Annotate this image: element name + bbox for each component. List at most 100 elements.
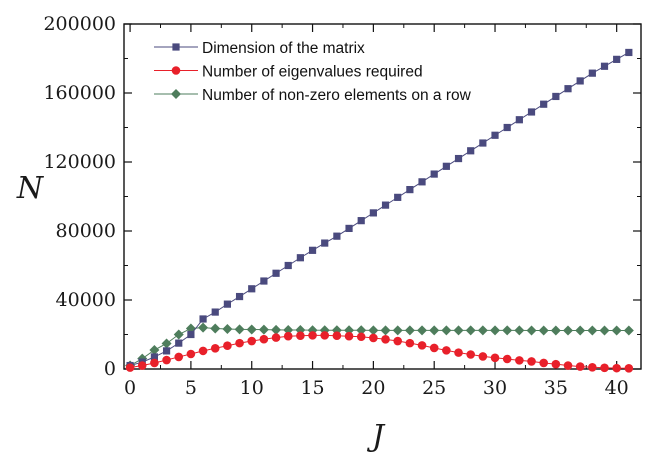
x-tick-label: 0 [124, 377, 136, 399]
data-point [198, 346, 208, 356]
x-tick-label: 5 [185, 377, 197, 399]
data-point [308, 246, 317, 254]
data-point [491, 131, 499, 139]
data-point [333, 232, 341, 240]
data-point [394, 193, 402, 201]
data-point [613, 55, 621, 63]
legend-item: Dimension of the matrix [154, 40, 365, 57]
data-point [381, 201, 390, 209]
data-point [454, 348, 463, 357]
data-point [563, 325, 574, 336]
data-point [162, 347, 171, 355]
x-axis-label: J [366, 419, 386, 454]
data-point [600, 62, 609, 70]
data-point [467, 147, 475, 155]
data-point [478, 352, 488, 361]
data-point [222, 323, 233, 334]
data-point [465, 325, 476, 336]
data-point [575, 362, 585, 371]
data-point [527, 357, 536, 366]
legend-label: Number of non-zero elements on a row [202, 87, 472, 104]
data-point [174, 352, 184, 362]
data-point [186, 349, 196, 359]
x-tick-label: 35 [544, 377, 568, 399]
data-point [405, 338, 415, 348]
data-point [576, 77, 584, 85]
data-point [526, 325, 537, 336]
data-point [600, 363, 609, 373]
legend-item: Number of eigenvalues required [154, 64, 423, 81]
data-point [344, 331, 354, 341]
data-point [198, 322, 209, 333]
data-point [538, 325, 549, 336]
y-tick-label: 160000 [43, 82, 116, 104]
data-point [588, 69, 596, 77]
data-point [611, 325, 622, 336]
data-point [429, 343, 439, 353]
data-point [490, 325, 501, 336]
data-point [369, 209, 377, 217]
data-point [587, 325, 598, 336]
data-point [235, 338, 244, 348]
legend: Dimension of the matrix Number of eigenva… [154, 40, 472, 104]
data-point [453, 325, 464, 336]
data-point [392, 325, 403, 336]
data-point [477, 325, 488, 336]
data-point [284, 261, 292, 270]
data-point [624, 364, 634, 373]
data-point [502, 354, 512, 364]
data-point [599, 325, 610, 336]
legend-item: Number of non-zero elements on a row [154, 87, 472, 104]
data-point [271, 324, 282, 335]
y-tick-label: 40000 [56, 289, 116, 311]
data-point [234, 324, 245, 335]
data-point [150, 358, 159, 368]
legend-marker [172, 43, 180, 51]
data-point [173, 329, 184, 340]
data-point [466, 350, 475, 359]
data-point [380, 325, 391, 336]
data-point [161, 338, 172, 349]
data-point [564, 85, 572, 93]
data-point [515, 116, 523, 124]
data-point [223, 341, 232, 351]
y-tick-label: 80000 [56, 220, 116, 242]
data-point [332, 331, 342, 341]
x-tick-label: 15 [300, 377, 324, 399]
y-tick-label: 120000 [43, 151, 116, 173]
data-point [575, 325, 586, 336]
data-point [259, 334, 269, 344]
data-point [125, 363, 135, 372]
data-point [417, 341, 427, 350]
data-point [454, 154, 463, 163]
data-point [368, 325, 379, 336]
data-point [515, 356, 524, 365]
data-point [540, 100, 548, 108]
legend-marker [171, 89, 181, 99]
data-point [246, 324, 257, 335]
data-point [150, 353, 159, 361]
data-point [625, 48, 633, 57]
data-point [199, 315, 207, 323]
data-point [417, 325, 428, 336]
data-point [187, 330, 195, 339]
data-point [563, 361, 573, 370]
data-point [137, 361, 147, 370]
y-tick-label: 200000 [43, 13, 116, 35]
data-point [552, 92, 560, 101]
data-point [356, 332, 366, 342]
data-point [248, 285, 256, 293]
data-point [345, 224, 353, 233]
x-tick-label: 20 [361, 377, 385, 399]
data-point [612, 363, 621, 373]
data-point [502, 325, 513, 336]
data-point [430, 170, 438, 178]
data-point [210, 344, 220, 353]
data-point [357, 217, 365, 225]
data-point [283, 325, 294, 336]
data-point [429, 325, 440, 336]
legend-label: Dimension of the matrix [202, 40, 365, 57]
data-point [272, 269, 280, 277]
data-point [211, 308, 219, 316]
